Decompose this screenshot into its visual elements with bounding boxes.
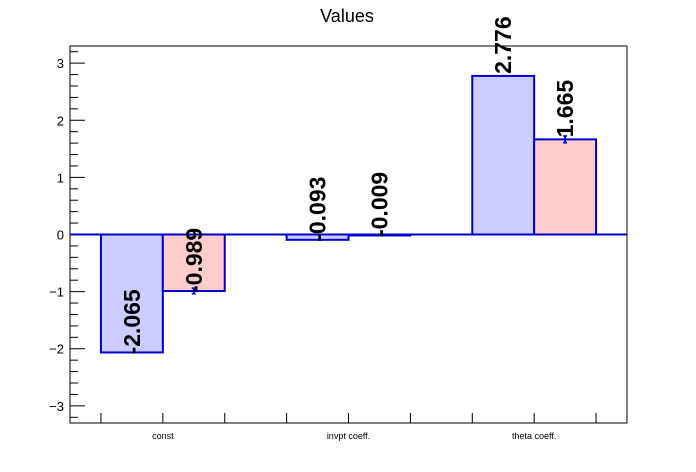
data-label: -2.065 [119, 289, 145, 354]
y-tick-label: 3 [57, 56, 64, 71]
bar [533, 138, 598, 236]
data-label: 1.665 [552, 80, 578, 138]
y-tick-label: −1 [49, 285, 64, 300]
y-tick-label: −3 [49, 399, 64, 414]
error-bars [191, 135, 568, 295]
data-label: -0.093 [305, 177, 331, 242]
bar [99, 233, 164, 354]
data-label: -0.009 [366, 172, 392, 237]
bars [99, 74, 598, 354]
y-axis: −3 −2 −1 0 1 2 3 [49, 51, 85, 418]
y-tick-label: 1 [57, 170, 64, 185]
x-axis: const invpt coeff. theta coeff. [100, 413, 597, 441]
plot-area: −3 −2 −1 0 1 2 3 const invpt coeff. theta coeff.… [49, 16, 628, 441]
data-label: 2.776 [490, 16, 516, 74]
x-category-label: theta coeff. [512, 431, 556, 441]
y-tick-label: −2 [49, 342, 64, 357]
y-tick-label: 2 [57, 113, 64, 128]
y-tick-label: 0 [57, 228, 64, 243]
chart-title: Values [320, 6, 374, 26]
x-category-label: invpt coeff. [327, 431, 370, 441]
data-label: -0.989 [181, 228, 207, 293]
bar [471, 74, 536, 236]
x-category-label: const [152, 431, 174, 441]
data-labels: -2.065 -0.989 -0.093 -0.009 2.776 1.665 [119, 16, 578, 354]
